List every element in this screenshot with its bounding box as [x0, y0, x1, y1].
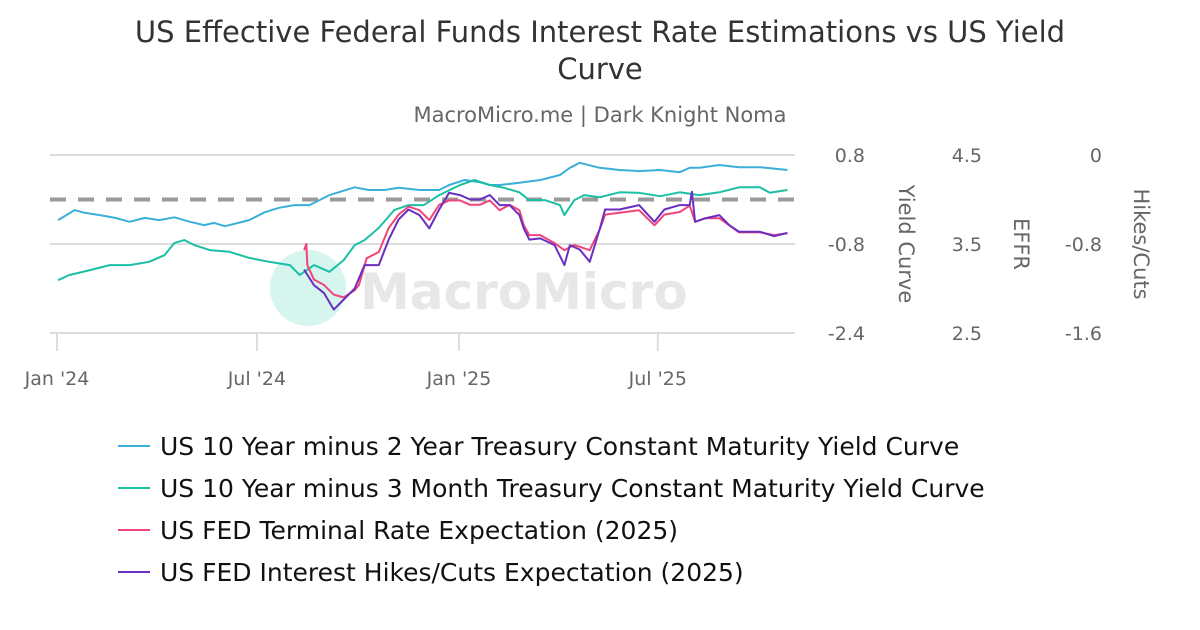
- y-tick-label-effr: 3.5: [952, 234, 982, 256]
- y-tick-label-hc: -1.6: [1065, 323, 1102, 345]
- x-tick-label: Jul '25: [628, 368, 687, 390]
- series-line-1: [57, 179, 788, 282]
- y-tick-label-yc: -2.4: [828, 323, 865, 345]
- x-tick-label: Jul '24: [227, 368, 286, 390]
- legend-item[interactable]: US FED Terminal Rate Expectation (2025): [118, 509, 985, 551]
- chart-title: US Effective Federal Funds Interest Rate…: [134, 15, 1066, 86]
- y-tick-label-effr: 2.5: [952, 323, 982, 345]
- legend-swatch: [118, 529, 150, 531]
- legend-label: US 10 Year minus 3 Month Treasury Consta…: [160, 473, 985, 503]
- series-line-2: [303, 199, 788, 299]
- y-tick-label-yc: 0.8: [835, 145, 865, 167]
- watermark-logo: [270, 250, 346, 326]
- legend-item[interactable]: US 10 Year minus 2 Year Treasury Constan…: [118, 425, 985, 467]
- y-tick-label-yc: -0.8: [828, 234, 865, 256]
- axis-title-yc: Yield Curve: [894, 184, 918, 304]
- series-line-0: [57, 161, 788, 228]
- axis-title-effr: EFFR: [1009, 218, 1033, 270]
- legend-item[interactable]: US 10 Year minus 3 Month Treasury Consta…: [118, 467, 985, 509]
- series-line-3: [303, 190, 788, 311]
- legend-swatch: [118, 487, 150, 489]
- legend-label: US FED Terminal Rate Expectation (2025): [160, 515, 679, 545]
- legend-item[interactable]: US FED Interest Hikes/Cuts Expectation (…: [118, 551, 985, 593]
- y-tick-label-hc: -0.8: [1065, 234, 1102, 256]
- legend-label: US 10 Year minus 2 Year Treasury Constan…: [160, 431, 960, 461]
- legend-label: US FED Interest Hikes/Cuts Expectation (…: [160, 557, 744, 587]
- y-tick-label-effr: 4.5: [952, 145, 982, 167]
- x-tick-label: Jan '25: [426, 368, 492, 390]
- legend-swatch: [118, 571, 150, 573]
- chart-subtitle: MacroMicro.me | Dark Knight Noma: [413, 103, 787, 127]
- x-tick-label: Jan '24: [24, 368, 90, 390]
- y-tick-label-hc: 0: [1090, 145, 1102, 167]
- legend: US 10 Year minus 2 Year Treasury Constan…: [118, 425, 985, 593]
- watermark-text: MacroMicro: [360, 263, 688, 321]
- axis-title-hc: Hikes/Cuts: [1129, 188, 1153, 299]
- legend-swatch: [118, 445, 150, 447]
